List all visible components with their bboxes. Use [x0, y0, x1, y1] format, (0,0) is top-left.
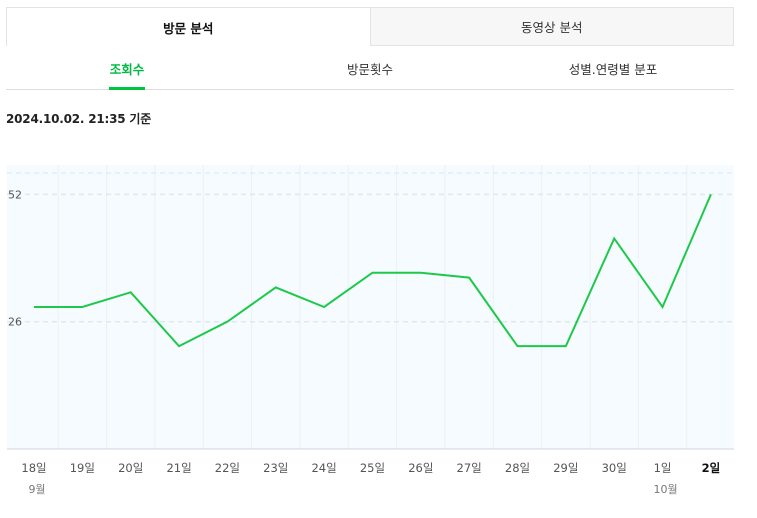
x-tick-label: 27일 [457, 461, 482, 475]
tab-views-label: 조회수 [109, 61, 145, 77]
plot-area [7, 165, 734, 449]
month-label: 10월 [653, 483, 677, 496]
timestamp: 2024.10.02. 21:35 기준 [6, 112, 152, 126]
tab-visit-analysis[interactable]: 방문 분석 [6, 7, 370, 46]
x-tick-label: 23일 [263, 461, 288, 475]
x-tick-label: 21일 [166, 461, 191, 475]
main-tabs: 방문 분석 동영상 분석 [6, 7, 734, 46]
x-tick-label: 20일 [118, 461, 143, 475]
x-tick-label: 24일 [311, 461, 336, 475]
tab-views[interactable]: 조회수 [109, 47, 145, 90]
active-tab-underline [109, 87, 145, 90]
tab-gender-age[interactable]: 성별.연령별 분포 [569, 47, 657, 89]
tab-visit-count[interactable]: 방문횟수 [347, 47, 393, 89]
tab-video-analysis[interactable]: 동영상 분석 [369, 7, 734, 46]
x-tick-label: 19일 [70, 461, 95, 475]
month-label: 9월 [28, 483, 45, 496]
x-tick-label: 25일 [360, 461, 385, 475]
x-tick-label: 22일 [215, 461, 240, 475]
x-tick-label: 18일 [21, 461, 46, 475]
y-tick-label: 26 [8, 316, 22, 329]
x-tick-label: 28일 [505, 461, 530, 475]
x-tick-label: 30일 [602, 461, 627, 475]
tab-gender-age-label: 성별.연령별 분포 [568, 61, 658, 77]
y-tick-label: 52 [8, 188, 22, 201]
x-tick-label: 2일 [702, 461, 721, 475]
x-tick-label: 29일 [553, 461, 578, 475]
tab-visit-count-label: 방문횟수 [346, 61, 394, 77]
x-tick-label: 26일 [408, 461, 433, 475]
sub-tabs: 조회수 방문횟수 성별.연령별 분포 [6, 47, 734, 90]
x-tick-label: 1일 [654, 461, 672, 475]
